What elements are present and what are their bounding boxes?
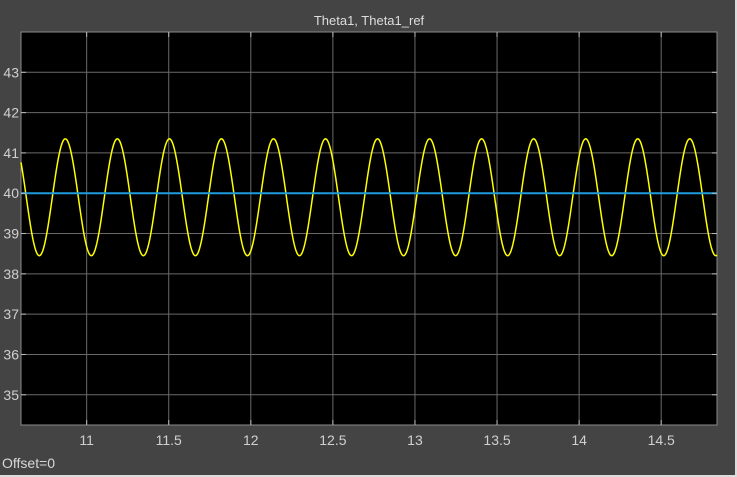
y-tick-label: 43 [3,64,19,80]
y-tick-label: 39 [3,226,19,242]
y-tick-label: 42 [3,105,19,121]
y-axis-ticks: 35 36 37 38 39 40 41 42 43 [3,64,717,403]
x-tick-label: 11.5 [156,432,182,448]
y-tick-label: 37 [3,306,19,322]
plot-border [20,31,718,426]
x-tick-label: 13 [407,432,423,448]
offset-label: Offset=0 [2,455,55,471]
x-tick-label: 11 [79,432,94,448]
y-tick-label: 35 [3,387,19,403]
y-tick-label: 38 [3,266,19,282]
y-tick-label: 36 [3,346,19,362]
series-line-1 [20,138,718,257]
plot-area[interactable] [21,32,717,425]
x-axis-ticks: 11 11.5 12 12.5 13 13.5 14 14.5 [79,32,675,448]
x-tick-label: 12 [243,432,259,448]
x-tick-label: 14 [571,432,587,448]
x-tick-label: 12.5 [319,432,346,448]
y-tick-label: 41 [3,145,19,161]
chart-title: Theta1, Theta1_ref [314,13,425,28]
series-layer [20,138,718,257]
x-tick-label: 14.5 [648,432,675,448]
y-tick-label: 40 [3,185,19,201]
x-tick-label: 13.5 [483,432,510,448]
